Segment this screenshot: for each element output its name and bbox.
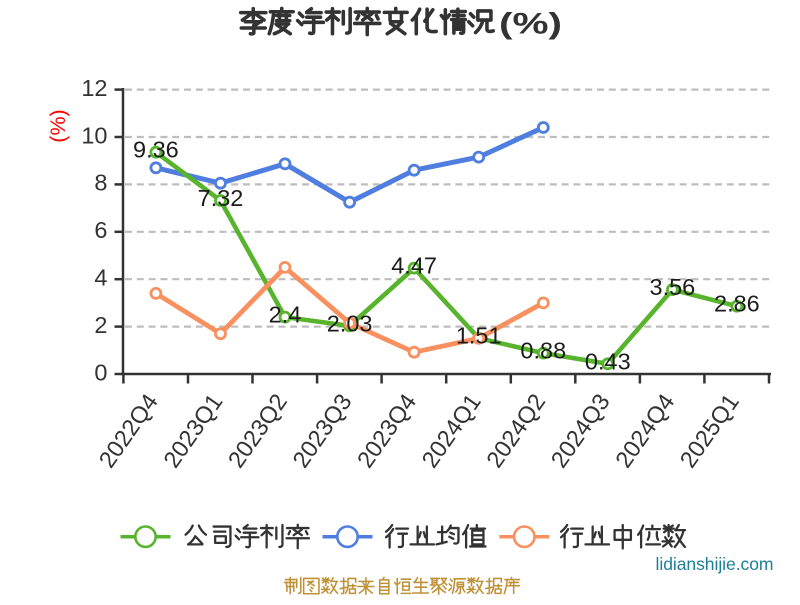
svg-text:3.56: 3.56 [650, 274, 696, 300]
svg-text:(%): (%) [46, 109, 70, 142]
svg-text:12: 12 [81, 75, 107, 101]
svg-text:8: 8 [94, 170, 107, 196]
svg-text:2.86: 2.86 [714, 291, 760, 317]
svg-text:10: 10 [81, 122, 107, 148]
svg-text:2: 2 [94, 312, 107, 338]
svg-text:7.32: 7.32 [198, 185, 244, 211]
svg-text:9.36: 9.36 [133, 137, 179, 163]
svg-text:6: 6 [94, 217, 107, 243]
svg-text:lidianshijie.com: lidianshijie.com [656, 554, 774, 574]
svg-text:0.88: 0.88 [520, 338, 566, 364]
svg-text:2.03: 2.03 [327, 310, 373, 336]
svg-text:4: 4 [94, 265, 107, 291]
svg-text:2.4: 2.4 [269, 302, 302, 328]
svg-text:4.47: 4.47 [391, 253, 437, 279]
svg-text:(%): (%) [499, 8, 562, 41]
svg-text:1.51: 1.51 [456, 323, 502, 349]
svg-text:0.43: 0.43 [585, 348, 631, 374]
svg-text:0: 0 [94, 359, 107, 385]
